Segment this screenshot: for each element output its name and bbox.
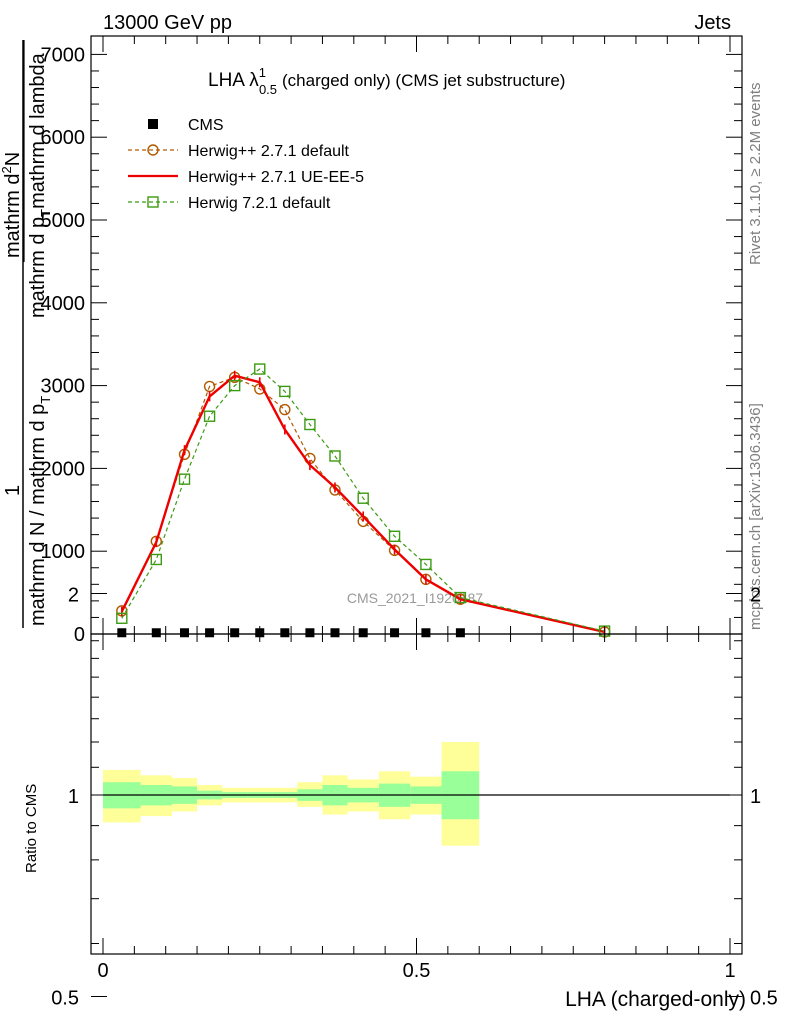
point-herwig-7-2-1-default — [228, 379, 241, 392]
legend-label-herwig7-default: Herwig 7.2.1 default — [188, 195, 331, 212]
main-ytick-label: 2000 — [41, 458, 86, 480]
point-cms — [180, 628, 190, 638]
point-herwig-7-2-1-default — [420, 558, 432, 571]
ylabel-numerator-one: 1 — [2, 485, 24, 496]
main-ylabel: 1 mathrm d N / mathrm d pT mathrm d2N ma… — [0, 40, 53, 628]
legend-label-herwigpp-default: Herwig++ 2.7.1 default — [188, 143, 350, 160]
point-herwig-7-2-1-default — [454, 591, 467, 604]
point-cms — [390, 628, 400, 638]
main-panel: CMS_2021_I1920187 0100020003000400050006… — [41, 35, 743, 646]
point-cms — [330, 628, 340, 638]
legend-label-cms: CMS — [188, 117, 224, 134]
point-cms — [151, 628, 161, 638]
header-energy-label: 13000 GeV pp — [103, 12, 232, 34]
ratio-ytick-label: 2 — [68, 585, 79, 607]
point-herwig-2-7-1-default — [279, 403, 291, 416]
legend-marker-cms — [148, 119, 158, 129]
point-herwig-7-2-1-default — [178, 473, 191, 485]
main-ytick-label: 3000 — [41, 376, 86, 398]
legend-marker-herwig7-default — [147, 196, 159, 208]
ratio-ytick-label-right: 0.5 — [750, 988, 778, 1010]
main-ytick-label: 5000 — [41, 210, 86, 232]
main-ytick-label: 4000 — [41, 293, 86, 315]
ratio-ytick-label-right: 2 — [750, 585, 761, 607]
point-herwig-7-2-1-default — [357, 492, 369, 504]
point-herwig-7-2-1-default — [279, 385, 291, 398]
point-cms — [305, 628, 315, 638]
point-herwig-7-2-1-default — [304, 418, 316, 431]
ratio-ytick-label: 0.5 — [51, 988, 79, 1010]
ylabel-inner-numerator: mathrm d2N — [0, 152, 24, 258]
legend: CMS Herwig++ 2.7.1 default Herwig++ 2.7.… — [128, 117, 364, 212]
point-cms — [358, 628, 368, 638]
point-herwig-7-2-1-default — [150, 553, 162, 566]
ratio-ytick-label-right: 1 — [750, 786, 761, 808]
legend-label-herwigpp-ueee5: Herwig++ 2.7.1 UE-EE-5 — [188, 169, 364, 186]
mcplots-label: mcplots.cern.ch [arXiv:1306.3436] — [747, 403, 764, 630]
point-cms — [117, 628, 127, 638]
main-ytick-label: 7000 — [41, 44, 86, 66]
ratio-xlabel: LHA (charged-only) — [565, 988, 746, 1011]
ylabel-denominator: mathrm d N / mathrm d pT — [27, 396, 53, 626]
point-cms — [421, 628, 431, 638]
series-line-herwig-2-7-1-ue-ee-5 — [120, 374, 605, 634]
main-ytick-label: 0 — [74, 624, 85, 646]
main-ytick-label: 6000 — [41, 127, 86, 149]
point-herwig-7-2-1-default — [116, 612, 128, 624]
point-herwig-7-2-1-default — [388, 530, 401, 542]
ylabel-inner-denominator: mathrm d pTmathrm d lambda — [27, 52, 53, 318]
ratio-ylabel: Ratio to CMS — [23, 784, 40, 873]
point-cms — [280, 628, 290, 638]
ratio-xtick-label: 0.5 — [403, 960, 431, 982]
ratio-panel: 0.5 0.5 1 1 2 2 0 0.5 1 Ratio to CMS LHA (charge… — [23, 585, 778, 1012]
rivet-version-label: Rivet 3.1.10, ≥ 2.2M events — [747, 83, 764, 266]
point-herwig-7-2-1-default — [203, 410, 216, 422]
main-title: LHA λ1 0.5 (charged only) (CMS jet substru… — [208, 65, 565, 97]
point-cms — [230, 628, 240, 638]
legend-marker-herwigpp-default — [147, 144, 159, 156]
main-ytick-label: 1000 — [41, 541, 86, 563]
header-jets-label: Jets — [694, 12, 731, 34]
point-herwig-7-2-1-default — [254, 363, 266, 375]
ratio-xtick-label: 0 — [97, 960, 108, 982]
ratio-ytick-label: 1 — [68, 786, 79, 808]
point-cms — [455, 628, 465, 638]
point-cms — [205, 628, 215, 638]
point-herwig-7-2-1-default — [329, 450, 341, 462]
ratio-xtick-label: 1 — [724, 960, 735, 982]
